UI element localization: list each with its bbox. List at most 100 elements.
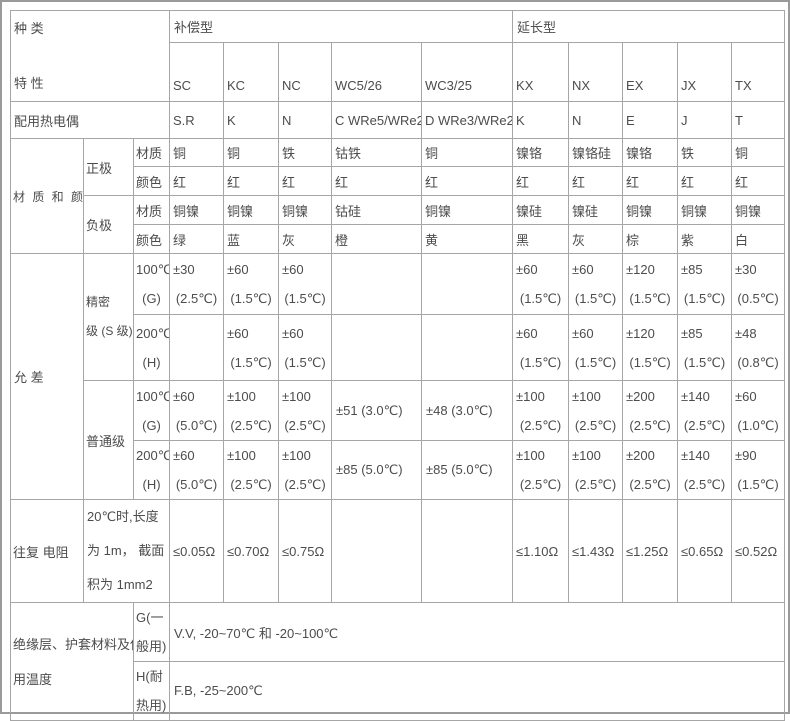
grade-letter: (H) xyxy=(142,354,161,370)
type-header-cell: NC xyxy=(278,42,333,102)
resistance-cell: ≤0.75Ω xyxy=(278,499,333,603)
match-cell: K xyxy=(223,101,280,139)
tolerance-temp: (2.5℃) xyxy=(230,417,272,433)
empty-cell xyxy=(421,253,514,315)
tolerance-cell: ±100 (2.5℃) xyxy=(512,440,570,500)
tolerance-temp: (5.0℃) xyxy=(175,417,218,433)
match-cell: K xyxy=(512,101,570,139)
precision-grade-line1: 精密 xyxy=(86,295,111,309)
empty-cell xyxy=(331,314,423,381)
pos-color-cell: 红 xyxy=(512,166,570,196)
color-row-label: 颜色 xyxy=(132,224,171,254)
tolerance-temp: (2.5℃) xyxy=(519,417,562,433)
neg-color-cell: 紫 xyxy=(677,224,733,254)
material-row-label: 材质 xyxy=(132,138,171,167)
match-cell: S.R xyxy=(169,101,225,139)
tolerance-cell: ±60 (1.5℃) xyxy=(223,253,280,315)
tolerance-temp: (1.5℃) xyxy=(683,291,726,306)
precision-grade-label: 精密 级 (S 级) xyxy=(83,253,134,381)
match-thermocouple-label: 配用热电偶 xyxy=(9,101,171,139)
tolerance-uv: ±140 xyxy=(681,388,710,404)
neg-material-cell: 铜镍 xyxy=(278,195,333,225)
precision-grade-line2: 级 (S 级) xyxy=(86,324,133,338)
tolerance-uv: ±60 xyxy=(227,325,249,341)
type-header-cell: SC xyxy=(169,42,225,102)
tolerance-uv: ±200 xyxy=(626,448,655,463)
grade-g-value: V.V, -20~70℃ 和 -20~100℃ xyxy=(169,602,786,662)
pos-material-cell: 铁 xyxy=(278,138,333,167)
tolerance-uv: ±100 xyxy=(516,448,545,463)
tolerance-cell: ±60 (5.0℃) xyxy=(169,440,225,500)
tolerance-uv: ±100 xyxy=(227,448,256,463)
neg-color-cell: 灰 xyxy=(568,224,624,254)
tolerance-temp: (1.5℃) xyxy=(519,291,562,306)
tolerance-uv: ±100 xyxy=(572,448,601,463)
positive-pole-label: 正极 xyxy=(83,138,134,196)
tolerance-cell: ±30 (0.5℃) xyxy=(731,253,786,315)
type-header-cell: KC xyxy=(223,42,280,102)
temp-value: 100℃ xyxy=(136,388,170,404)
resistance-cell: ≤0.52Ω xyxy=(731,499,786,603)
tolerance-uv: ±60 xyxy=(572,262,594,277)
negative-pole-label: 负极 xyxy=(83,195,134,254)
pos-material-cell: 铜 xyxy=(421,138,514,167)
neg-material-cell: 铜镍 xyxy=(677,195,733,225)
tolerance-uv: ±200 xyxy=(626,388,655,404)
pos-material-cell: 铜 xyxy=(169,138,225,167)
tolerance-temp: (1.5℃) xyxy=(683,354,726,370)
tolerance-temp: (1.0℃) xyxy=(737,417,779,433)
pos-material-cell: 铁 xyxy=(677,138,733,167)
temp-200-h-label: 200℃ (H) xyxy=(132,314,171,381)
tolerance-temp: (2.5℃) xyxy=(683,417,726,433)
pos-color-cell: 红 xyxy=(622,166,679,196)
tolerance-cell: ±100 (2.5℃) xyxy=(512,380,570,441)
temp-100-g-label: 100℃ (G) xyxy=(132,253,171,315)
pos-color-cell: 红 xyxy=(677,166,733,196)
tolerance-temp: (1.5℃) xyxy=(574,354,617,370)
tolerance-cell: ±100 (2.5℃) xyxy=(568,440,624,500)
neg-color-cell: 绿 xyxy=(169,224,225,254)
tolerance-temp: (1.5℃) xyxy=(574,291,617,306)
grade-h-value: F.B, -25~200℃ xyxy=(169,661,786,721)
resistance-cell: ≤0.70Ω xyxy=(223,499,280,603)
match-cell: J xyxy=(677,101,733,139)
kind-feature-wrap: 种 类 特 性 xyxy=(12,12,169,101)
resistance-cell: ≤0.05Ω xyxy=(169,499,225,603)
tolerance-temp: (1.5℃) xyxy=(629,291,671,306)
pos-color-cell: 红 xyxy=(731,166,786,196)
empty-cell xyxy=(331,499,423,603)
resistance-cell: ≤0.65Ω xyxy=(677,499,733,603)
tolerance-cell: ±200 (2.5℃) xyxy=(622,440,679,500)
tolerance-cell: ±85 (1.5℃) xyxy=(677,314,733,381)
tolerance-temp: (1.5℃) xyxy=(519,354,562,370)
type-header-cell: TX xyxy=(731,42,786,102)
tolerance-cell: ±140 (2.5℃) xyxy=(677,380,733,441)
tolerance-label: 允 差 xyxy=(10,253,84,500)
tolerance-temp: (2.5℃) xyxy=(629,477,671,492)
resistance-label: 往复 电阻 xyxy=(10,499,84,603)
tolerance-temp: (2.5℃) xyxy=(683,477,726,492)
tolerance-cell: ±60 (1.5℃) xyxy=(512,314,570,381)
tolerance-cell: ±60 (1.0℃) xyxy=(731,380,786,441)
neg-color-cell: 橙 xyxy=(331,224,423,254)
type-header-cell: KX xyxy=(512,42,570,102)
tolerance-uv: ±120 xyxy=(626,325,655,341)
grade-letter: (G) xyxy=(142,291,161,306)
tolerance-uv: ±60 xyxy=(173,448,195,463)
temp-value: 200℃ xyxy=(136,325,170,341)
tolerance-cell: ±60 (1.5℃) xyxy=(568,314,624,381)
tolerance-cell: ±100 (2.5℃) xyxy=(568,380,624,441)
neg-color-cell: 黑 xyxy=(512,224,570,254)
tolerance-uv: ±140 xyxy=(681,448,710,463)
tolerance-temp: (2.5℃) xyxy=(230,477,272,492)
empty-cell xyxy=(421,499,514,603)
tolerance-uv: ±120 xyxy=(626,262,655,277)
tolerance-temp: (2.5℃) xyxy=(284,477,326,492)
tolerance-uv: ±100 xyxy=(572,388,601,404)
tolerance-uv: ±60 xyxy=(516,262,538,277)
tolerance-temp: (5.0℃) xyxy=(175,477,218,492)
tolerance-cell: ±200 (2.5℃) xyxy=(622,380,679,441)
neg-color-cell: 黄 xyxy=(421,224,514,254)
tolerance-cell: ±60 (1.5℃) xyxy=(278,314,333,381)
